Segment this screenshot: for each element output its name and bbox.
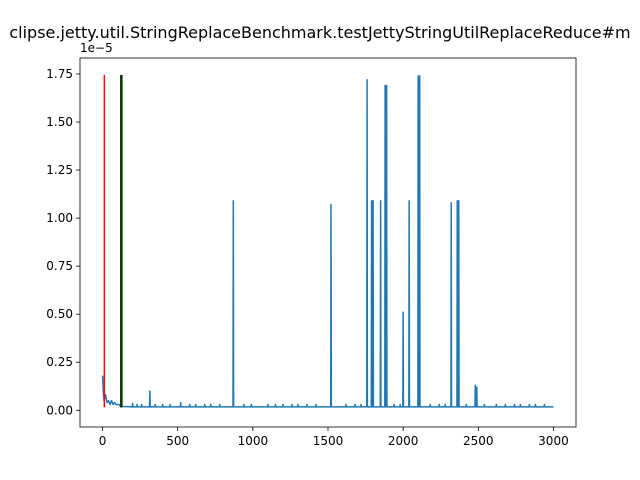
y-tick-label: 0.00 — [46, 403, 73, 417]
y-tick-label: 0.50 — [46, 307, 73, 321]
y-tick-label: 0.25 — [46, 355, 73, 369]
x-tick-label: 1000 — [238, 434, 269, 448]
plot-area — [101, 74, 554, 408]
y-tick-label: 1.50 — [46, 115, 73, 129]
y-offset-label: 1e−5 — [80, 41, 113, 55]
y-tick-label: 1.25 — [46, 163, 73, 177]
x-tick-label: 3000 — [538, 434, 569, 448]
y-tick-label: 1.75 — [46, 67, 73, 81]
chart-title: clipse.jetty.util.StringReplaceBenchmark… — [9, 23, 630, 42]
x-tick-label: 1500 — [313, 434, 344, 448]
x-tick-label: 0 — [99, 434, 107, 448]
y-tick-label: 0.75 — [46, 259, 73, 273]
y-tick-label: 1.00 — [46, 211, 73, 225]
axes: 0 500 1000 1500 2000 2500 3000 0.00 0.25 0.50 0.75… — [46, 57, 577, 448]
axes-frame — [79, 57, 577, 428]
x-tick-label: 2500 — [463, 434, 494, 448]
series-line — [101, 75, 554, 408]
x-tick-label: 2000 — [388, 434, 419, 448]
x-tick-label: 500 — [166, 434, 189, 448]
